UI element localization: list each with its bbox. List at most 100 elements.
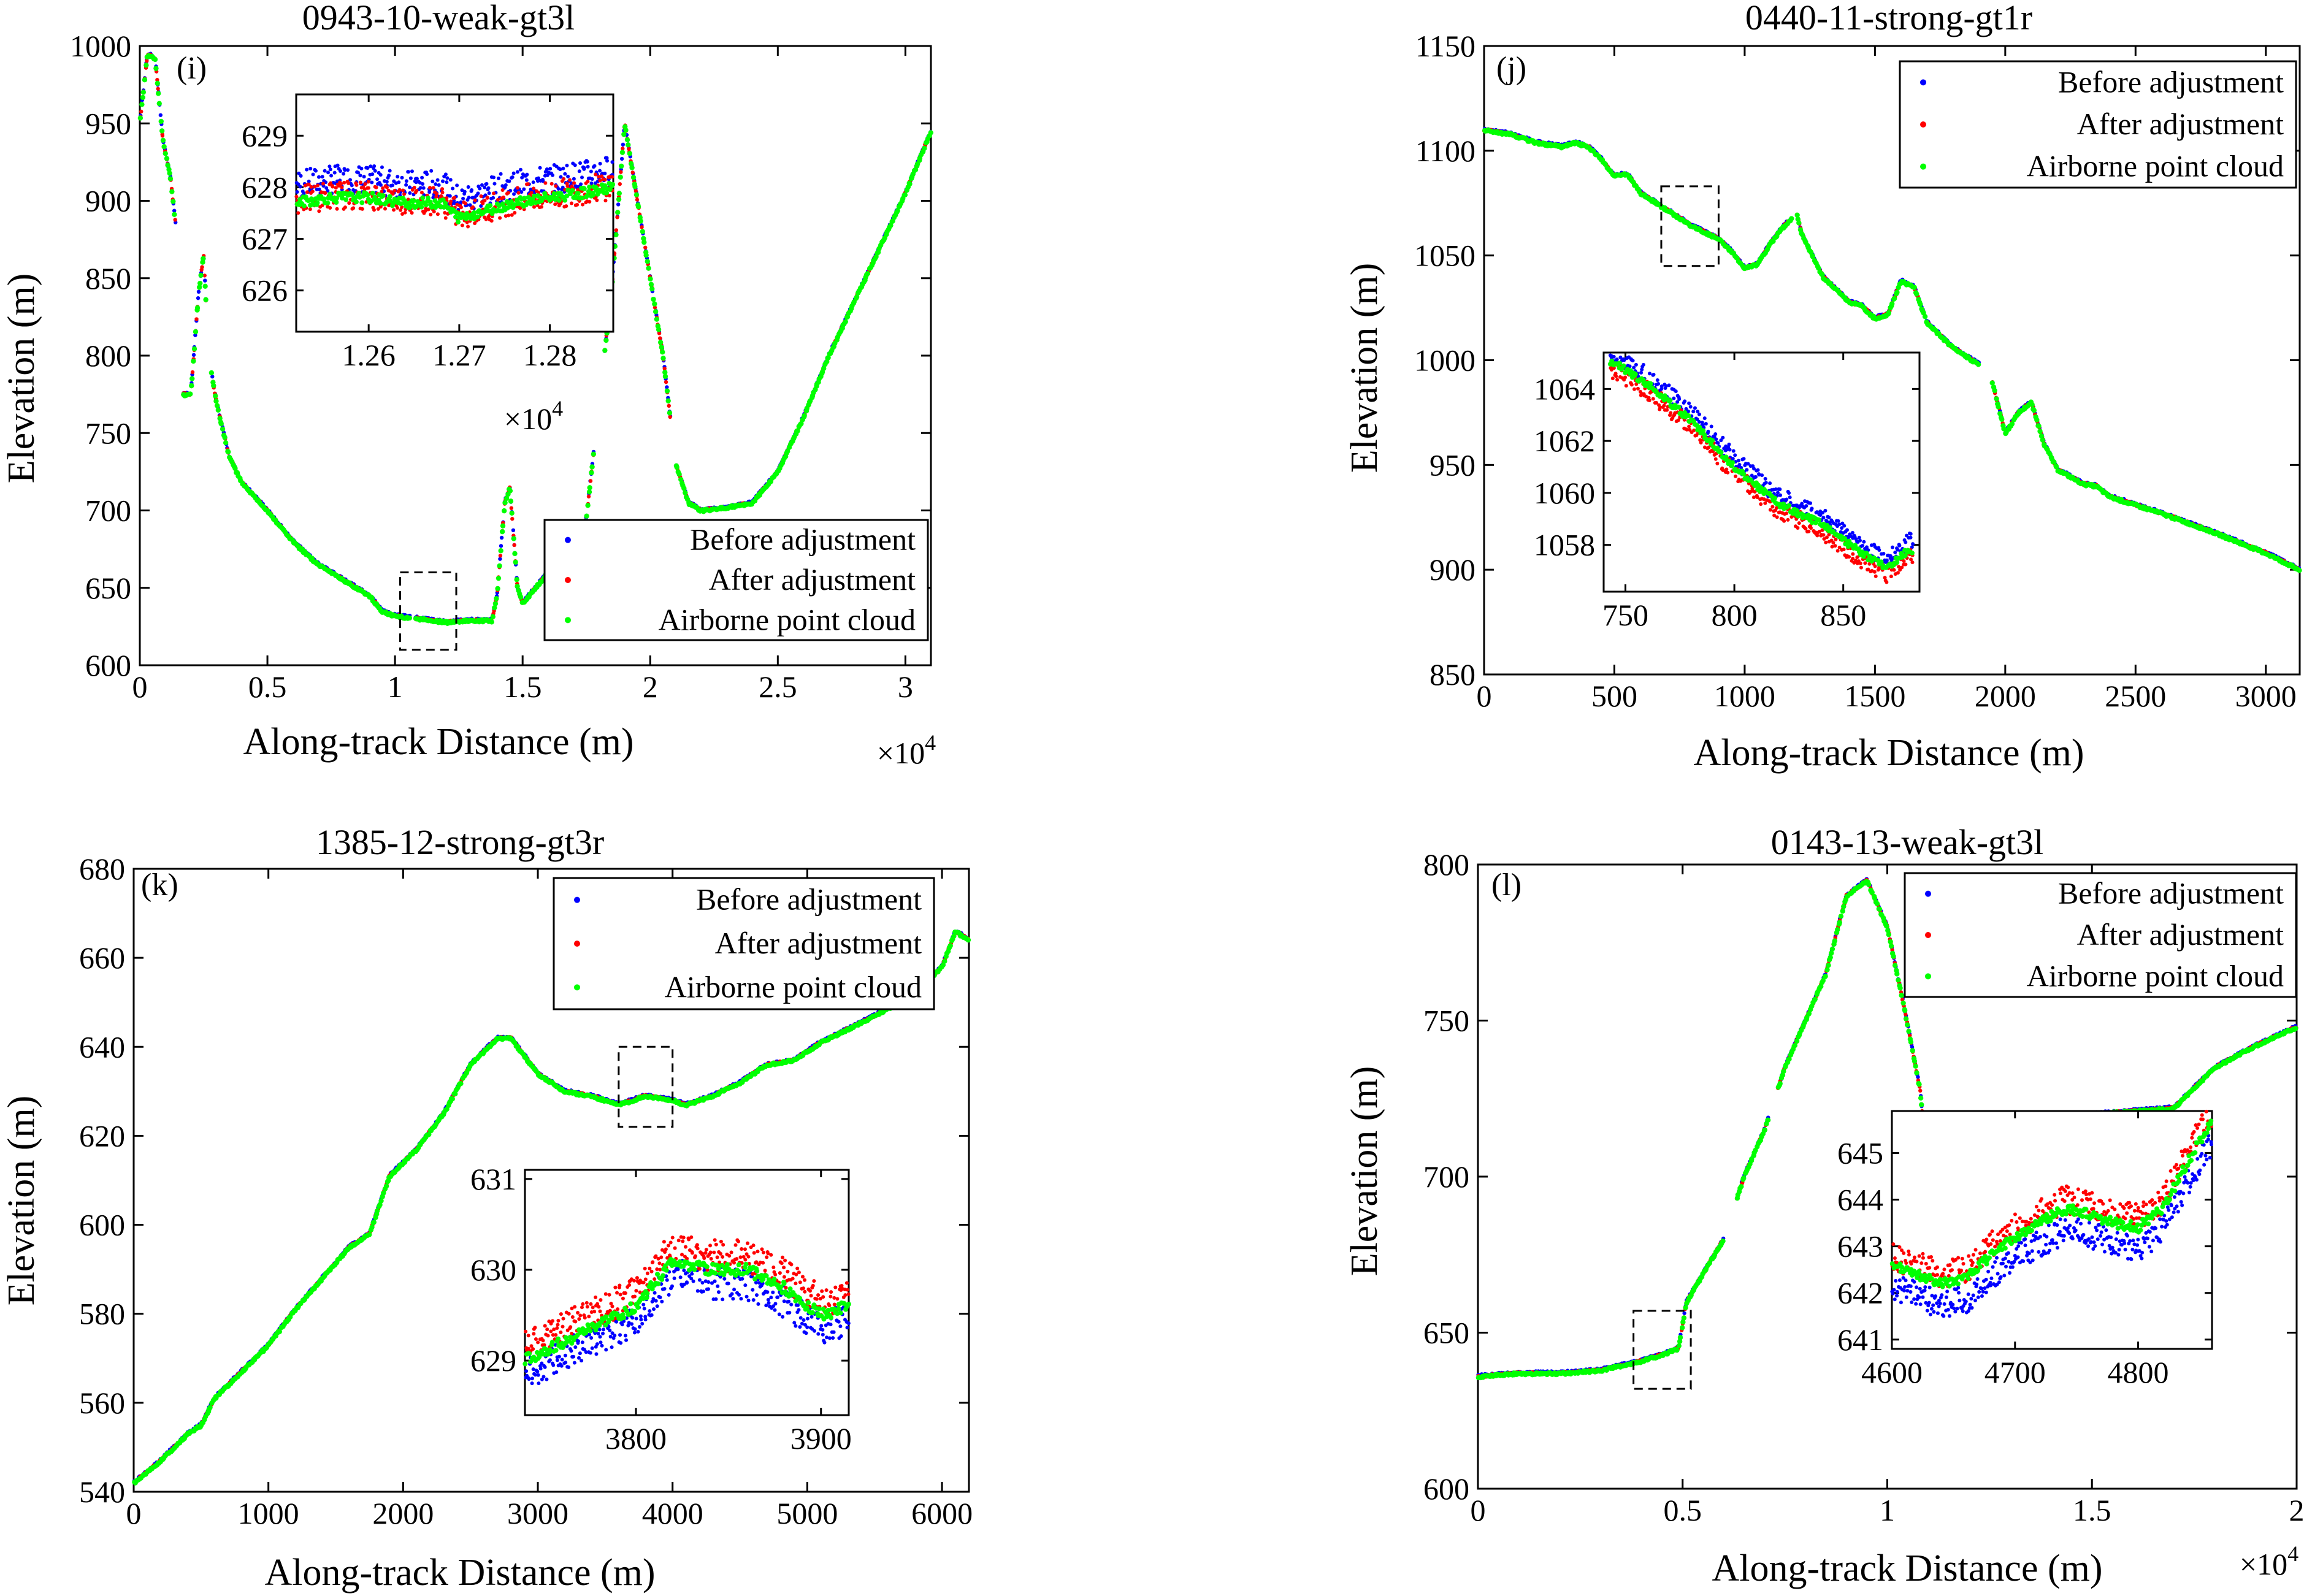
inset-before-point — [590, 177, 594, 181]
x-axis-label: Along-track Distance (m) — [243, 721, 634, 763]
inset-after-point — [496, 197, 500, 202]
inset-before-point — [448, 178, 453, 182]
inset-before-point — [316, 175, 321, 179]
inset-after-point — [396, 205, 400, 210]
airborne-point — [191, 346, 197, 352]
airborne-point — [213, 399, 219, 404]
inset-after-point — [506, 191, 510, 195]
inset-after-point — [374, 185, 378, 189]
airborne-point — [155, 91, 161, 96]
inset-after-point — [569, 201, 573, 205]
before-point — [210, 375, 215, 379]
before-point — [172, 208, 177, 213]
airborne-point — [1914, 291, 1919, 297]
inset-after-point — [431, 186, 435, 190]
inset-before-point — [496, 176, 500, 180]
inset-after-point — [392, 189, 397, 193]
inset-after-point — [515, 186, 519, 190]
before-point — [191, 353, 196, 357]
airborne-point — [585, 503, 591, 508]
inset-after-point — [554, 184, 558, 188]
inset-before-point — [476, 191, 480, 196]
inset-before-point — [298, 185, 302, 189]
airborne-point — [494, 596, 499, 601]
inset-after-point — [316, 183, 320, 188]
inset-before-point — [427, 190, 432, 194]
inset-after-point — [460, 223, 464, 227]
inset-after-point — [603, 178, 607, 182]
airborne-point — [498, 548, 503, 554]
inset-before-point — [586, 164, 590, 169]
inset-after-point — [331, 185, 335, 189]
airborne-point — [140, 94, 146, 101]
airborne-point — [220, 426, 226, 432]
inset-after-point — [453, 196, 457, 200]
airborne-point — [1789, 216, 1794, 221]
inset-after-point — [392, 208, 396, 212]
inset-after-point — [328, 206, 332, 210]
inset-after-point — [516, 191, 521, 195]
inset-before-point — [573, 163, 577, 167]
after-point — [619, 170, 623, 174]
airborne-point — [197, 280, 203, 286]
inset-after-point — [363, 182, 367, 186]
before-point — [499, 544, 503, 548]
airborne-point — [514, 577, 519, 582]
airborne-point — [902, 192, 908, 198]
inset-before-point — [462, 189, 467, 194]
inset-before-point — [372, 164, 377, 169]
inset-airborne-point — [365, 192, 370, 197]
airborne-point — [652, 301, 657, 307]
inset-after-point — [339, 181, 343, 186]
airborne-point — [223, 440, 229, 446]
x-tick-label: 0 — [132, 670, 148, 704]
inset-before-point — [492, 175, 496, 180]
inset-before-point — [598, 169, 602, 173]
inset-after-point — [553, 202, 557, 207]
inset-before-point — [566, 174, 570, 178]
inset-before-point — [556, 187, 561, 191]
airborne-point — [623, 127, 629, 133]
inset-before-point — [589, 169, 593, 174]
inset-before-point — [470, 188, 474, 192]
y-tick-label: 950 — [85, 106, 131, 140]
legend-airborne-marker — [565, 617, 571, 624]
airborne-point — [226, 449, 231, 455]
inset-airborne-point — [575, 191, 581, 196]
inset-airborne-point — [581, 186, 587, 191]
airborne-point — [624, 137, 630, 143]
airborne-point — [907, 181, 913, 187]
airborne-point — [142, 77, 148, 83]
inset-airborne-point — [353, 199, 359, 205]
after-point — [588, 479, 593, 483]
inset-after-point — [360, 207, 364, 211]
inset-after-point — [343, 205, 347, 210]
inset-after-point — [513, 211, 517, 215]
airborne-point — [667, 410, 673, 416]
inset-after-point — [526, 182, 530, 186]
inset-before-point — [425, 172, 429, 177]
inset-before-point — [579, 182, 583, 186]
airborne-point — [641, 239, 647, 245]
after-point — [658, 336, 662, 340]
y-tick-label: 750 — [85, 416, 131, 450]
airborne-point — [616, 191, 622, 196]
airborne-point — [629, 165, 635, 170]
x-tick-label: 3 — [898, 670, 913, 704]
panel-i: 0 0.5 1 1.5 2 2.5 3600650700750800850900950100… — [1, 0, 936, 770]
inset-before-point — [305, 167, 309, 172]
inset-after-point — [581, 202, 585, 207]
airborne-point — [643, 253, 649, 258]
inset-after-point — [532, 205, 536, 209]
inset-after-point — [321, 181, 326, 186]
inset-before-point — [610, 160, 614, 164]
inset-after-point — [419, 190, 424, 194]
airborne-point — [802, 413, 807, 419]
inset-airborne-point — [315, 200, 320, 205]
y-tick-label: 900 — [85, 184, 131, 218]
after-point — [200, 265, 204, 269]
y-tick-label: 1150 — [1415, 29, 1475, 63]
airborne-point — [648, 276, 653, 282]
legend-after-label: After adjustment — [709, 562, 916, 597]
inset-before-point — [455, 183, 459, 188]
